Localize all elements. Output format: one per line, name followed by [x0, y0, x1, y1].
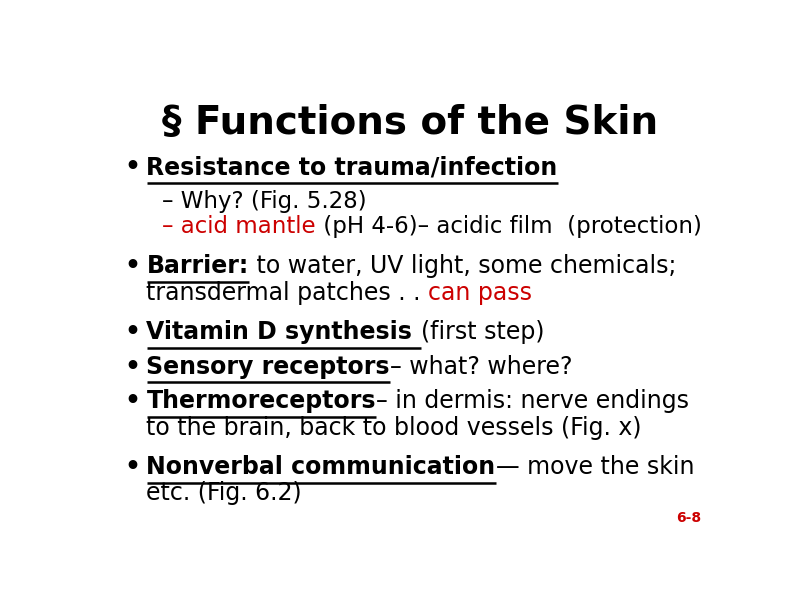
Text: – in dermis: nerve endings: – in dermis: nerve endings	[376, 389, 689, 413]
Text: Resistance to trauma/infection: Resistance to trauma/infection	[146, 155, 558, 179]
Text: (pH 4-6)– acidic film  (protection): (pH 4-6)– acidic film (protection)	[316, 215, 702, 238]
Text: (first step): (first step)	[421, 320, 544, 344]
Text: – Why? (Fig. 5.28): – Why? (Fig. 5.28)	[162, 190, 366, 213]
Text: •: •	[125, 320, 141, 344]
Text: to the brain, back to blood vessels (Fig. x): to the brain, back to blood vessels (Fig…	[146, 416, 642, 440]
Text: •: •	[125, 355, 141, 379]
Text: – what? where?: – what? where?	[390, 355, 573, 379]
Text: Barrier:: Barrier:	[146, 254, 249, 278]
Text: 6-8: 6-8	[676, 511, 702, 525]
Text: § Functions of the Skin: § Functions of the Skin	[162, 104, 658, 142]
Text: •: •	[125, 155, 141, 179]
Text: Vitamin D synthesis: Vitamin D synthesis	[146, 320, 421, 344]
Text: Sensory receptors: Sensory receptors	[146, 355, 390, 379]
Text: transdermal patches . .: transdermal patches . .	[146, 281, 429, 305]
Text: •: •	[125, 455, 141, 479]
Text: etc. (Fig. 6.2): etc. (Fig. 6.2)	[146, 481, 302, 505]
Text: •: •	[125, 254, 141, 278]
Text: – acid mantle: – acid mantle	[162, 215, 316, 238]
Text: to water, UV light, some chemicals;: to water, UV light, some chemicals;	[249, 254, 676, 278]
Text: — move the skin: — move the skin	[496, 455, 694, 479]
Text: •: •	[125, 389, 141, 413]
Text: Thermoreceptors: Thermoreceptors	[146, 389, 376, 413]
Text: can pass: can pass	[429, 281, 533, 305]
Text: Nonverbal communication: Nonverbal communication	[146, 455, 496, 479]
